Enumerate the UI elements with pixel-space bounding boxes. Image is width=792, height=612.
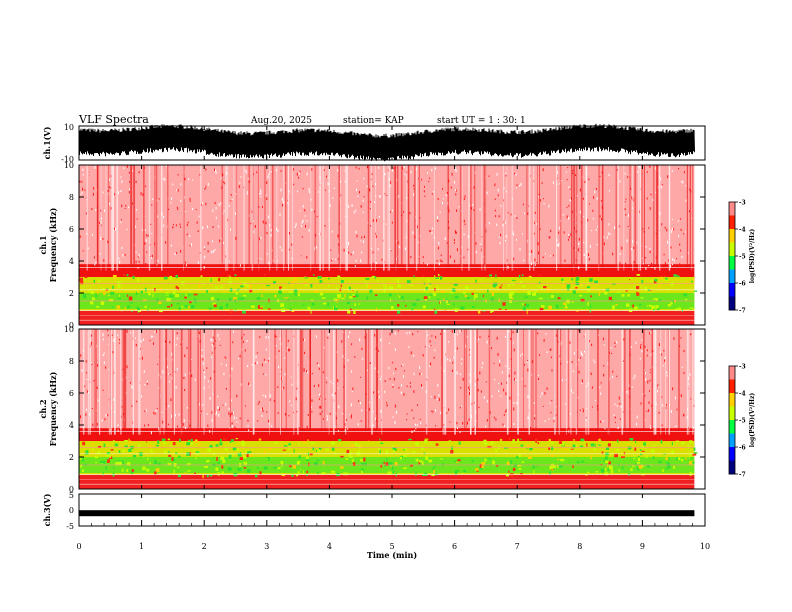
ch2-spectrogram-ylabel-channel: ch.2 — [38, 399, 48, 418]
ch3-ytick-bottom: -5 — [66, 522, 74, 531]
figure-title: VLF Spectra — [78, 113, 149, 126]
ch3-waveform-line — [79, 510, 695, 517]
ch2-colorbar-segment-2 — [729, 393, 735, 407]
ch1-waveform-ylabel: ch.1(V) — [42, 126, 52, 159]
ch1-colorbar-label--5: -5 — [739, 254, 746, 261]
spectrogram-2-low-band — [79, 474, 695, 489]
time-tick-label-4: 4 — [327, 542, 332, 551]
time-tick-label-6: 6 — [452, 542, 457, 551]
ch1-colorbar-segment-1 — [729, 215, 735, 230]
ch1-colorbar-segment-5 — [729, 269, 735, 284]
ch2-colorbar-segment-5 — [729, 433, 735, 448]
ch1-spectrogram-image — [79, 165, 698, 325]
ch1-colorbar-label: log(PSD)(V²/Hz) — [749, 229, 756, 284]
ch1-ytick-label-4: 4 — [69, 257, 74, 266]
ch1-colorbar-segment-7 — [729, 296, 735, 311]
ch1-colorbar-label--3: -3 — [739, 200, 746, 207]
ch1-colorbar-segment-3 — [729, 242, 735, 257]
time-tick-label-9: 9 — [640, 542, 645, 551]
ch2-ytick-label-8: 8 — [69, 357, 74, 366]
ch1-colorbar-label--6: -6 — [739, 281, 746, 288]
ch2-colorbar: -3 -4 -5 -6 -7 — [728, 364, 746, 479]
time-tick-label-1: 1 — [139, 542, 144, 551]
ch1-ytick-label-8: 8 — [69, 193, 74, 202]
ch2-ytick-label-6: 6 — [69, 389, 74, 398]
ch3-ytick-middle: 0 — [69, 506, 74, 515]
ch2-colorbar-segment-1 — [729, 379, 735, 394]
time-tick-label-5: 5 — [389, 542, 394, 551]
time-tick-label-0: 0 — [76, 542, 81, 551]
ch2-freq-ticks: 0 2 4 6 8 10 — [64, 325, 705, 494]
ch1-waveform-panel: 10 -10 ch.1(V) — [42, 123, 706, 164]
ch2-spectrogram-ylabel-frequency: Frequency (kHz) — [48, 371, 58, 446]
ch1-ytick-bottom: -10 — [61, 155, 74, 164]
ch2-colorbar-label--6: -6 — [739, 445, 746, 452]
ch1-colorbar-segment-2 — [729, 229, 735, 243]
ch2-spectrogram-panel: 0 2 4 6 8 10 ch.2 Frequency (kHz) — [38, 325, 706, 494]
ch2-ytick-label-0: 0 — [69, 485, 74, 494]
start-time-label: start UT = 1 : 30: 1 — [437, 116, 526, 126]
time-tick-label-3: 3 — [264, 542, 269, 551]
spectrogram-1-low-band — [79, 310, 695, 325]
ch2-ytick-label-4: 4 — [69, 421, 74, 430]
time-axis-label: Time (min) — [367, 550, 417, 560]
time-tick-label-7: 7 — [515, 542, 520, 551]
ch2-colorbar-segment-0 — [729, 366, 735, 380]
ch2-colorbar-label--4: -4 — [739, 391, 746, 398]
ch3-waveform-ylabel: ch.3(V) — [42, 493, 52, 526]
ch2-ytick-label-2: 2 — [69, 453, 74, 462]
ch1-colorbar-segment-4 — [729, 256, 735, 270]
ch1-spectrogram-panel: 0 2 4 6 8 10 ch.1 Frequency (kHz) — [38, 161, 706, 330]
ch1-waveform-line — [78, 123, 695, 162]
ch1-ytick-label-0: 0 — [69, 321, 74, 330]
ch1-colorbar-label--4: -4 — [739, 227, 746, 234]
ch1-colorbar-segment-0 — [729, 202, 735, 216]
ch1-ytick-label-10: 10 — [64, 161, 74, 170]
ch2-colorbar-label: log(PSD)(V²/Hz) — [749, 393, 756, 448]
time-axis-ticks: 0 1 2 3 4 5 6 7 8 9 10 — [76, 126, 710, 551]
ch1-spectrogram-ylabel-channel: ch.1 — [38, 235, 48, 254]
ch2-colorbar-segment-4 — [729, 420, 735, 434]
ch1-freq-ticks: 0 2 4 6 8 10 — [64, 161, 705, 330]
ch2-colorbar-label--7: -7 — [739, 472, 746, 479]
ch1-colorbar-segment-6 — [729, 283, 735, 297]
ch1-spectrogram-ylabel-frequency: Frequency (kHz) — [48, 207, 58, 282]
ch1-colorbar: -3 -4 -5 -6 -7 — [728, 200, 746, 315]
time-tick-label-2: 2 — [202, 542, 207, 551]
ch2-colorbar-segment-6 — [729, 447, 735, 461]
date-label: Aug.20, 2025 — [250, 116, 312, 126]
ch2-spectrogram-image — [79, 329, 698, 489]
ch1-colorbar-label--7: -7 — [739, 308, 746, 315]
time-tick-label-10: 10 — [700, 542, 710, 551]
ch2-colorbar-label--3: -3 — [739, 364, 746, 371]
ch2-colorbar-segment-7 — [729, 460, 735, 475]
ch3-ytick-top: 5 — [69, 491, 74, 500]
ch1-ytick-label-6: 6 — [69, 225, 74, 234]
ch1-ytick-label-2: 2 — [69, 289, 74, 298]
spectrogram-1-noise-field — [79, 165, 695, 268]
ch2-ytick-label-10: 10 — [64, 325, 74, 334]
ch2-colorbar-label--5: -5 — [739, 418, 746, 425]
time-tick-label-8: 8 — [577, 542, 582, 551]
ch2-colorbar-segment-3 — [729, 406, 735, 421]
station-label: station= KAP — [343, 116, 404, 126]
ch1-ytick-top: 10 — [64, 123, 74, 132]
